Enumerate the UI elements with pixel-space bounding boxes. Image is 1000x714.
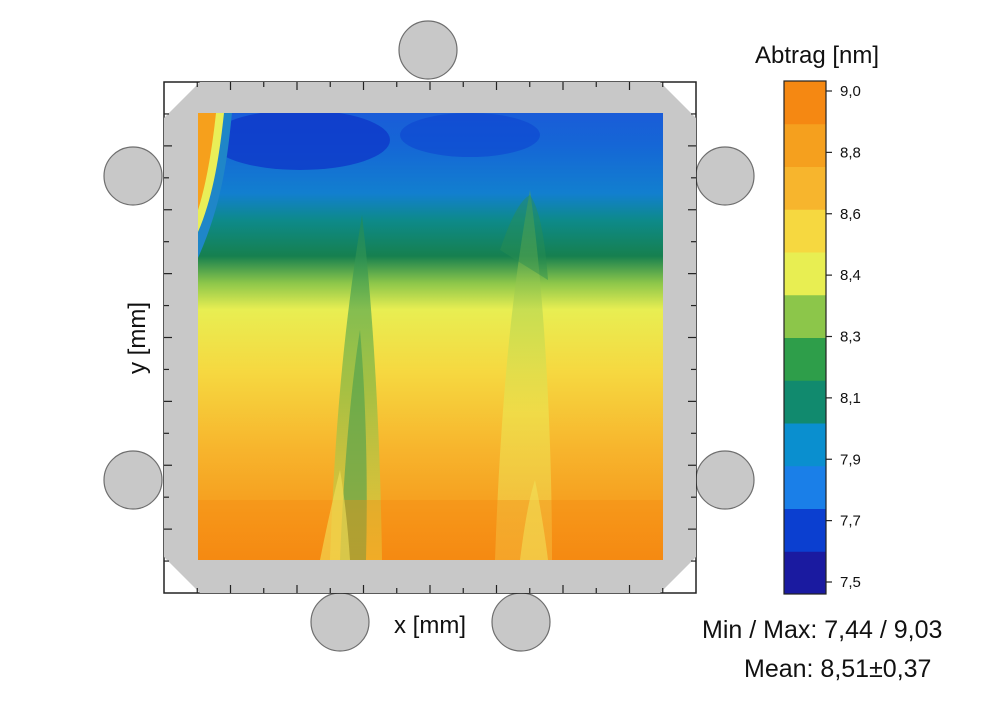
colorbar-tick-label: 8,6 — [840, 206, 861, 223]
colorbar-band — [784, 337, 826, 381]
colorbar-band — [784, 551, 826, 595]
colorbar-band — [784, 209, 826, 253]
heatmap-mid-region — [500, 195, 548, 280]
colorbar: 9,0 8,8 8,6 8,4 8,3 8,1 7,9 7,7 7,5 — [783, 80, 861, 595]
minmax-text: Min / Max: 7,44 / 9,03 — [702, 616, 943, 644]
colorbar-tick-label: 7,5 — [840, 574, 861, 591]
heatmap-low-region — [210, 113, 390, 170]
colorbar-tick-label: 9,0 — [840, 83, 861, 100]
heatmap-high-region — [198, 113, 216, 210]
colorbar-band — [784, 508, 826, 552]
support-circle-left-lower — [103, 450, 163, 510]
colorbar-tick-label: 8,4 — [840, 267, 861, 284]
colorbar-tick-label: 7,9 — [840, 451, 861, 468]
colorbar-band — [784, 123, 826, 167]
colorbar-band — [784, 423, 826, 467]
support-circle-right-lower — [695, 450, 755, 510]
support-circle-left-upper — [103, 146, 163, 206]
heatmap-low-region — [400, 113, 540, 157]
colorbar-band — [784, 465, 826, 509]
heatmap-mid-region — [520, 480, 548, 560]
heatmap-mid-region — [320, 470, 350, 560]
mean-text: Mean: 8,51±0,37 — [744, 655, 932, 683]
colorbar-band — [784, 380, 826, 424]
colorbar-title: Abtrag [nm] — [755, 42, 879, 69]
colorbar-band — [784, 294, 826, 338]
colorbar-tick-label: 8,8 — [840, 144, 861, 161]
support-circle-right-upper — [695, 146, 755, 206]
colorbar-tick-label: 8,3 — [840, 329, 861, 346]
heatmap-mid-region — [340, 330, 367, 560]
y-axis-label: y [mm] — [124, 302, 151, 374]
colorbar-tick-label: 8,1 — [840, 390, 861, 407]
colorbar-tick-label: 7,7 — [840, 513, 861, 530]
colorbar-band — [784, 252, 826, 296]
axis-ticks — [164, 82, 696, 593]
x-axis-label: x [mm] — [394, 612, 466, 639]
heatmap-mid-region — [495, 190, 552, 560]
support-circle-bottom-left — [310, 592, 370, 652]
support-circle-bottom-right — [491, 592, 551, 652]
heatmap-base — [198, 113, 663, 560]
colorbar-band — [784, 81, 826, 125]
support-circle-top — [398, 20, 458, 80]
heatmap-high-region — [198, 500, 663, 560]
heatmap-area — [198, 113, 663, 560]
colorbar-band — [784, 166, 826, 210]
colorbar-border — [783, 80, 827, 595]
support-circles — [103, 20, 755, 652]
